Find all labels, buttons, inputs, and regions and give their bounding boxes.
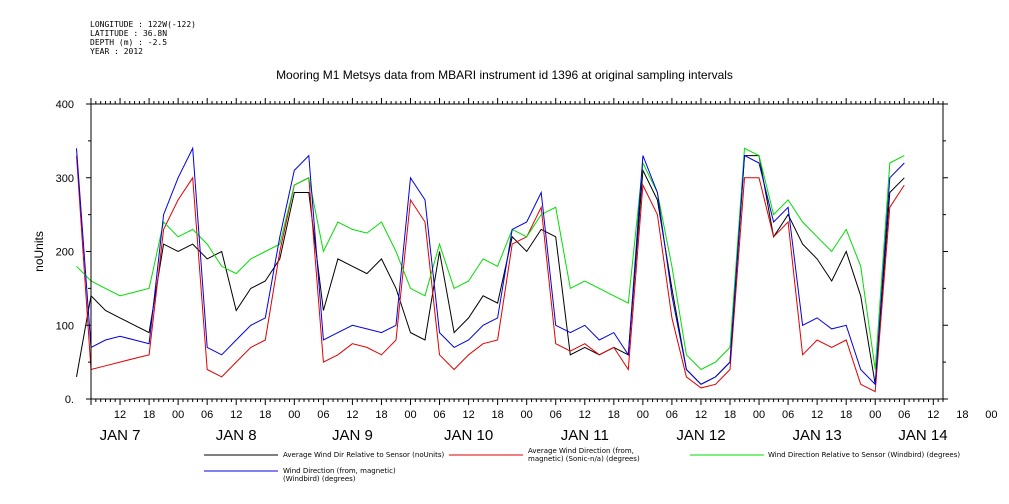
x-hour-label: 18 — [492, 409, 504, 421]
x-hour-label: 18 — [143, 409, 155, 421]
x-hour-label: 00 — [288, 409, 300, 421]
x-hour-label: 12 — [346, 409, 358, 421]
x-hour-label: 18 — [608, 409, 620, 421]
x-hour-label: 18 — [956, 409, 968, 421]
legend-label-avg-wind-dir-relative: Average Wind Dir Relative to Sensor (noU… — [283, 451, 445, 459]
y-tick-label: 100 — [56, 320, 74, 332]
x-hour-label: 00 — [985, 409, 997, 421]
x-hour-label: 06 — [898, 409, 910, 421]
header-latitude: LATITUDE : 36.8N — [90, 29, 168, 38]
x-hour-label: 12 — [695, 409, 707, 421]
x-hour-label: 12 — [811, 409, 823, 421]
x-day-label: JAN 7 — [100, 427, 141, 444]
x-hour-label: 18 — [724, 409, 736, 421]
x-hour-label: 12 — [230, 409, 242, 421]
x-hour-label: 12 — [579, 409, 591, 421]
x-hour-label: 18 — [259, 409, 271, 421]
x-hour-label: 00 — [521, 409, 533, 421]
x-day-label: JAN 11 — [561, 427, 609, 444]
x-hour-label: 06 — [782, 409, 794, 421]
x-hour-label: 18 — [840, 409, 852, 421]
series-line-0 — [76, 155, 905, 385]
series-line-2 — [76, 147, 905, 371]
legend-label-avg-wind-direction-sonic: Average Wind Direction (from, magnetic) … — [528, 447, 640, 463]
x-hour-label: 00 — [869, 409, 881, 421]
y-tick-label: 400 — [56, 99, 74, 111]
x-hour-label: 00 — [637, 409, 649, 421]
legend-label-wind-dir-relative-windbird: Wind Direction Relative to Sensor (Windb… — [768, 451, 961, 459]
series-line-3 — [76, 146, 905, 386]
legend-label-wind-direction-windbird: Wind Direction (from, magnetic) (Windbir… — [283, 467, 396, 483]
x-day-label: JAN 13 — [793, 427, 842, 444]
x-day-label: JAN 8 — [216, 427, 257, 444]
x-hour-label: 12 — [462, 409, 474, 421]
x-day-label: JAN 10 — [444, 427, 493, 444]
x-hour-label: 00 — [172, 409, 184, 421]
x-hour-label: 00 — [404, 409, 416, 421]
y-axis-label: noUnits — [32, 231, 46, 272]
x-hour-label: 06 — [550, 409, 562, 421]
chart-title: Mooring M1 Metsys data from MBARI instru… — [276, 68, 733, 82]
header-depth: DEPTH (m) : -2.5 — [90, 38, 168, 47]
y-tick-label: 0. — [65, 394, 74, 406]
x-day-label: JAN 9 — [332, 427, 373, 444]
x-day-label: JAN 14 — [898, 427, 947, 444]
x-hour-label: 00 — [753, 409, 765, 421]
header-longitude: LONGITUDE : 122W(-122) — [90, 20, 196, 29]
x-day-label: JAN 12 — [676, 427, 725, 444]
x-hour-label: 12 — [927, 409, 939, 421]
header-year: YEAR : 2012 — [90, 47, 143, 56]
x-hour-label: 06 — [666, 409, 678, 421]
x-hour-label: 18 — [375, 409, 387, 421]
series-line-1 — [76, 155, 905, 393]
x-hour-label: 12 — [114, 409, 126, 421]
y-tick-label: 300 — [56, 173, 74, 185]
y-tick-label: 200 — [56, 247, 74, 259]
x-hour-label: 06 — [317, 409, 329, 421]
x-hour-label: 06 — [433, 409, 445, 421]
plot-frame — [90, 103, 944, 400]
x-hour-label: 06 — [201, 409, 213, 421]
